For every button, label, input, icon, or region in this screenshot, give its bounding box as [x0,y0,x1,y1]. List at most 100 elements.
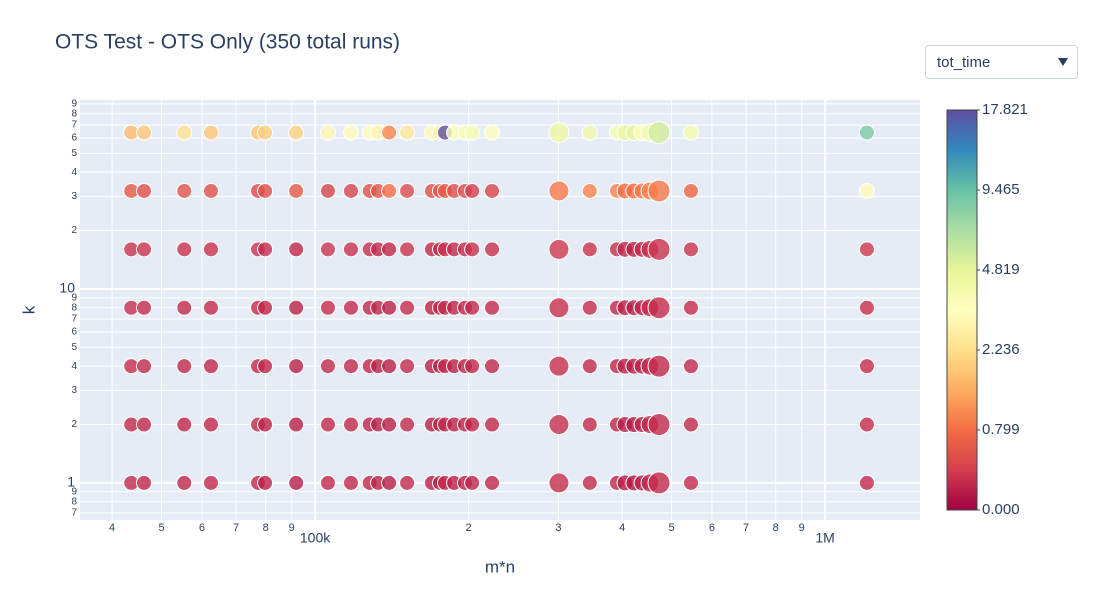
point [202,241,219,258]
point [202,182,219,199]
point [399,124,416,141]
point [342,474,359,491]
point [381,358,398,375]
x-tick-label: 4 [109,522,115,534]
point [682,299,699,316]
point [858,182,875,199]
point [202,299,219,316]
y-tick-label: 7 [71,314,77,325]
point [202,358,219,375]
point [288,474,305,491]
point [581,182,598,199]
point [399,474,416,491]
colorbar-tick-label: 9.465 [982,181,1020,198]
point [682,124,699,141]
point [176,182,193,199]
point [548,297,570,319]
colorbar-tick-label: 17.821 [982,101,1028,118]
point [136,124,153,141]
y-tick-label: 2 [71,419,77,430]
point [288,124,305,141]
point [288,299,305,316]
point [581,241,598,258]
dropdown-arrow[interactable] [1057,57,1069,67]
x-tick-label: 3 [555,522,561,534]
x-axis-title: m*n [485,557,515,576]
point [342,241,359,258]
point [381,182,398,199]
point [647,237,671,261]
point [176,124,193,141]
point [319,182,336,199]
point [464,299,481,316]
point [202,124,219,141]
y-tick-label: 7 [71,120,77,131]
point [319,241,336,258]
y-tick-label: 1 [67,474,75,490]
plot-area [80,100,920,520]
point [399,416,416,433]
point [464,358,481,375]
point [682,241,699,258]
point [647,296,671,320]
x-tick-label: 8 [773,522,779,534]
point [858,416,875,433]
y-tick-label: 4 [71,361,77,372]
point [342,416,359,433]
x-tick-label: 1M [815,530,834,546]
point [682,416,699,433]
x-tick-label: 7 [743,522,749,534]
point [176,358,193,375]
point [288,416,305,433]
point [548,472,570,494]
colorbar-tick-label: 4.819 [982,261,1020,278]
point [399,182,416,199]
y-tick-label: 3 [71,191,77,202]
point [647,121,671,145]
point [548,238,570,260]
y-tick-label: 6 [71,327,77,338]
point [399,241,416,258]
y-axis-title: k [19,305,38,314]
point [464,182,481,199]
y-tick-label: 2 [71,225,77,236]
point [136,241,153,258]
point [136,182,153,199]
y-tick-label: 8 [71,302,77,313]
point [136,474,153,491]
point [858,474,875,491]
x-tick-label: 7 [233,522,239,534]
point [342,358,359,375]
point [319,358,336,375]
point [484,474,501,491]
point [319,416,336,433]
point [647,179,671,203]
dropdown[interactable]: tot_time [925,45,1078,79]
point [202,416,219,433]
point [288,182,305,199]
y-tick-label: 7 [71,508,77,519]
point [288,241,305,258]
point [202,474,219,491]
point [484,124,501,141]
point [257,416,274,433]
point [548,122,570,144]
point [381,474,398,491]
point [581,474,598,491]
y-tick-label: 9 [71,292,77,303]
point [548,414,570,436]
point [342,299,359,316]
dropdown-value[interactable]: tot_time [937,54,991,71]
point [464,241,481,258]
point [581,124,598,141]
x-tick-label: 9 [799,522,805,534]
x-tick-label: 5 [668,522,674,534]
point [647,413,671,437]
y-tick-label: 5 [71,342,77,353]
x-tick-label: 100k [300,530,331,546]
point [484,358,501,375]
point [257,358,274,375]
point [548,180,570,202]
point [682,182,699,199]
